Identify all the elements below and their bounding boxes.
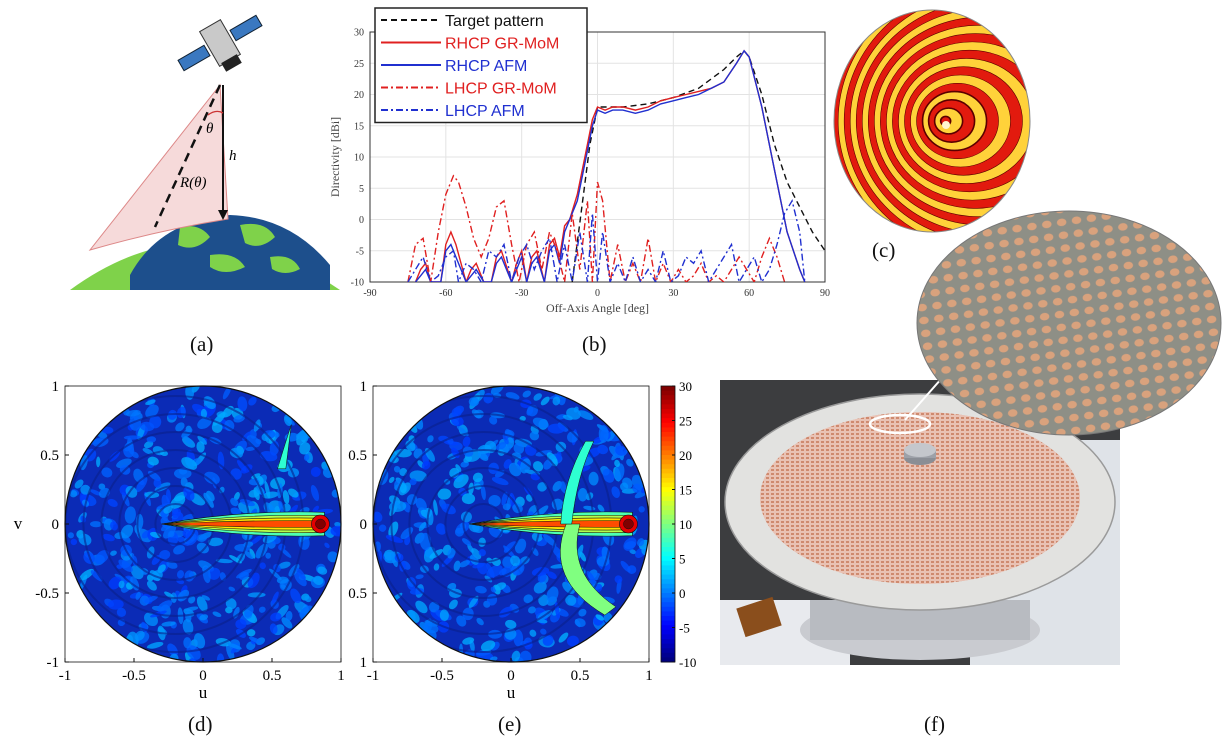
series-line <box>414 49 806 282</box>
panel-label-b: (b) <box>582 332 607 356</box>
altitude-label: h <box>229 148 237 164</box>
panel-e: -1 -0.5 0 0.5 1 1 0.5 0 0.5 1 u 30 25 20 15 10 5 0 -5 -10 <box>340 368 710 708</box>
panel-label-c: (c) <box>872 238 896 262</box>
panel-a: θ h R(θ) <box>60 5 340 290</box>
x-tick-label: -60 <box>439 288 452 299</box>
y-tick-label: 5 <box>359 184 364 195</box>
v-tick-label: 1 <box>360 655 368 671</box>
u-axis-label: u <box>507 683 516 702</box>
u-tick-label: -0.5 <box>122 668 146 684</box>
v-axis-label: v <box>14 514 23 533</box>
pattern-map-e: -1 -0.5 0 0.5 1 1 0.5 0 0.5 1 u 30 25 20 15 10 5 0 -5 -10 <box>348 379 696 702</box>
u-tick-label: 0.5 <box>263 668 282 684</box>
u-tick-label: -1 <box>59 668 72 684</box>
pattern-map-d: -1 -0.5 0 0.5 1 1 0.5 0 -0.5 -1 u v <box>14 379 345 702</box>
panel-d: -1 -0.5 0 0.5 1 1 0.5 0 -0.5 -1 u v <box>10 368 360 708</box>
x-tick-label: 30 <box>668 288 678 299</box>
slant-range-line <box>153 84 222 228</box>
u-tick-label: -1 <box>367 668 380 684</box>
colorbar-tick-label: 10 <box>679 517 692 532</box>
u-tick-label: 1 <box>337 668 345 684</box>
v-tick-label: 0.5 <box>348 586 367 602</box>
colorbar-tick-label: 25 <box>679 414 692 429</box>
legend-entry: LHCP AFM <box>445 103 525 120</box>
v-tick-label: -0.5 <box>35 586 59 602</box>
panel-label-d: (d) <box>188 712 213 736</box>
colorbar-tick-label: 20 <box>679 448 692 463</box>
colorbar-tick-label: -5 <box>679 621 690 636</box>
panel-f-photo <box>720 380 1120 665</box>
x-tick-label: 60 <box>744 288 754 299</box>
panel-label-e: (e) <box>498 712 522 736</box>
colorbar-tick-label: 15 <box>679 483 692 498</box>
legend-entry: LHCP GR-MoM <box>445 81 557 98</box>
beam-cone <box>88 83 229 251</box>
panel-c-aperture-field <box>832 8 1032 234</box>
x-axis-label: Off-Axis Angle [deg] <box>546 301 649 315</box>
y-tick-label: 25 <box>354 59 364 70</box>
x-tick-label: 0 <box>595 288 600 299</box>
panel-f-zoom-inset <box>916 210 1222 436</box>
v-tick-label: 0 <box>360 517 368 533</box>
u-tick-label: 0 <box>199 668 207 684</box>
legend-entry: Target pattern <box>445 13 544 30</box>
colorbar-tick-label: 5 <box>679 552 686 567</box>
y-tick-label: 0 <box>359 215 364 226</box>
x-tick-label: -90 <box>363 288 376 299</box>
satellite-earth-illustration: θ h R(θ) <box>70 14 340 290</box>
colorbar-tick-label: -10 <box>679 655 696 670</box>
colorbar-tick-label: 30 <box>679 379 692 394</box>
y-tick-label: 20 <box>354 90 364 101</box>
x-tick-label: -30 <box>515 288 528 299</box>
zoom-region-marker <box>868 413 932 435</box>
y-tick-label: 30 <box>354 28 364 39</box>
panel-label-a: (a) <box>190 332 214 356</box>
v-tick-label: -1 <box>47 655 60 671</box>
y-tick-label: 10 <box>354 153 364 164</box>
series-line <box>407 174 786 282</box>
u-tick-label: 0 <box>507 668 515 684</box>
u-tick-label: 0.5 <box>571 668 590 684</box>
legend-entry: RHCP AFM <box>445 58 527 75</box>
legend-entry: RHCP GR-MoM <box>445 36 559 53</box>
satellite-icon <box>177 14 263 72</box>
theta-label: θ <box>206 121 214 137</box>
v-tick-label: 0 <box>52 517 60 533</box>
directivity-chart: -90 -60 -30 0 30 60 90 -10 -5 0 5 10 15 20 25 30 Off-Axi… <box>328 7 830 315</box>
u-tick-label: 1 <box>645 668 653 684</box>
u-tick-label: -0.5 <box>430 668 454 684</box>
v-tick-label: 0.5 <box>348 448 367 464</box>
x-tick-label: 90 <box>820 288 830 299</box>
y-axis-label: Directivity [dBi] <box>328 117 342 197</box>
range-label: R(θ) <box>179 175 207 191</box>
v-tick-label: 1 <box>360 379 368 395</box>
panel-b: -90 -60 -30 0 30 60 90 -10 -5 0 5 10 15 20 25 30 Off-Axi… <box>325 5 845 325</box>
colorbar-tick-label: 0 <box>679 586 686 601</box>
series-line <box>407 198 806 282</box>
y-tick-label: -5 <box>356 246 364 257</box>
v-tick-label: 1 <box>52 379 60 395</box>
u-axis-label: u <box>199 683 208 702</box>
v-tick-label: 0.5 <box>40 448 59 464</box>
panel-label-f: (f) <box>924 712 945 736</box>
y-tick-label: -10 <box>351 278 364 289</box>
y-tick-label: 15 <box>354 121 364 132</box>
